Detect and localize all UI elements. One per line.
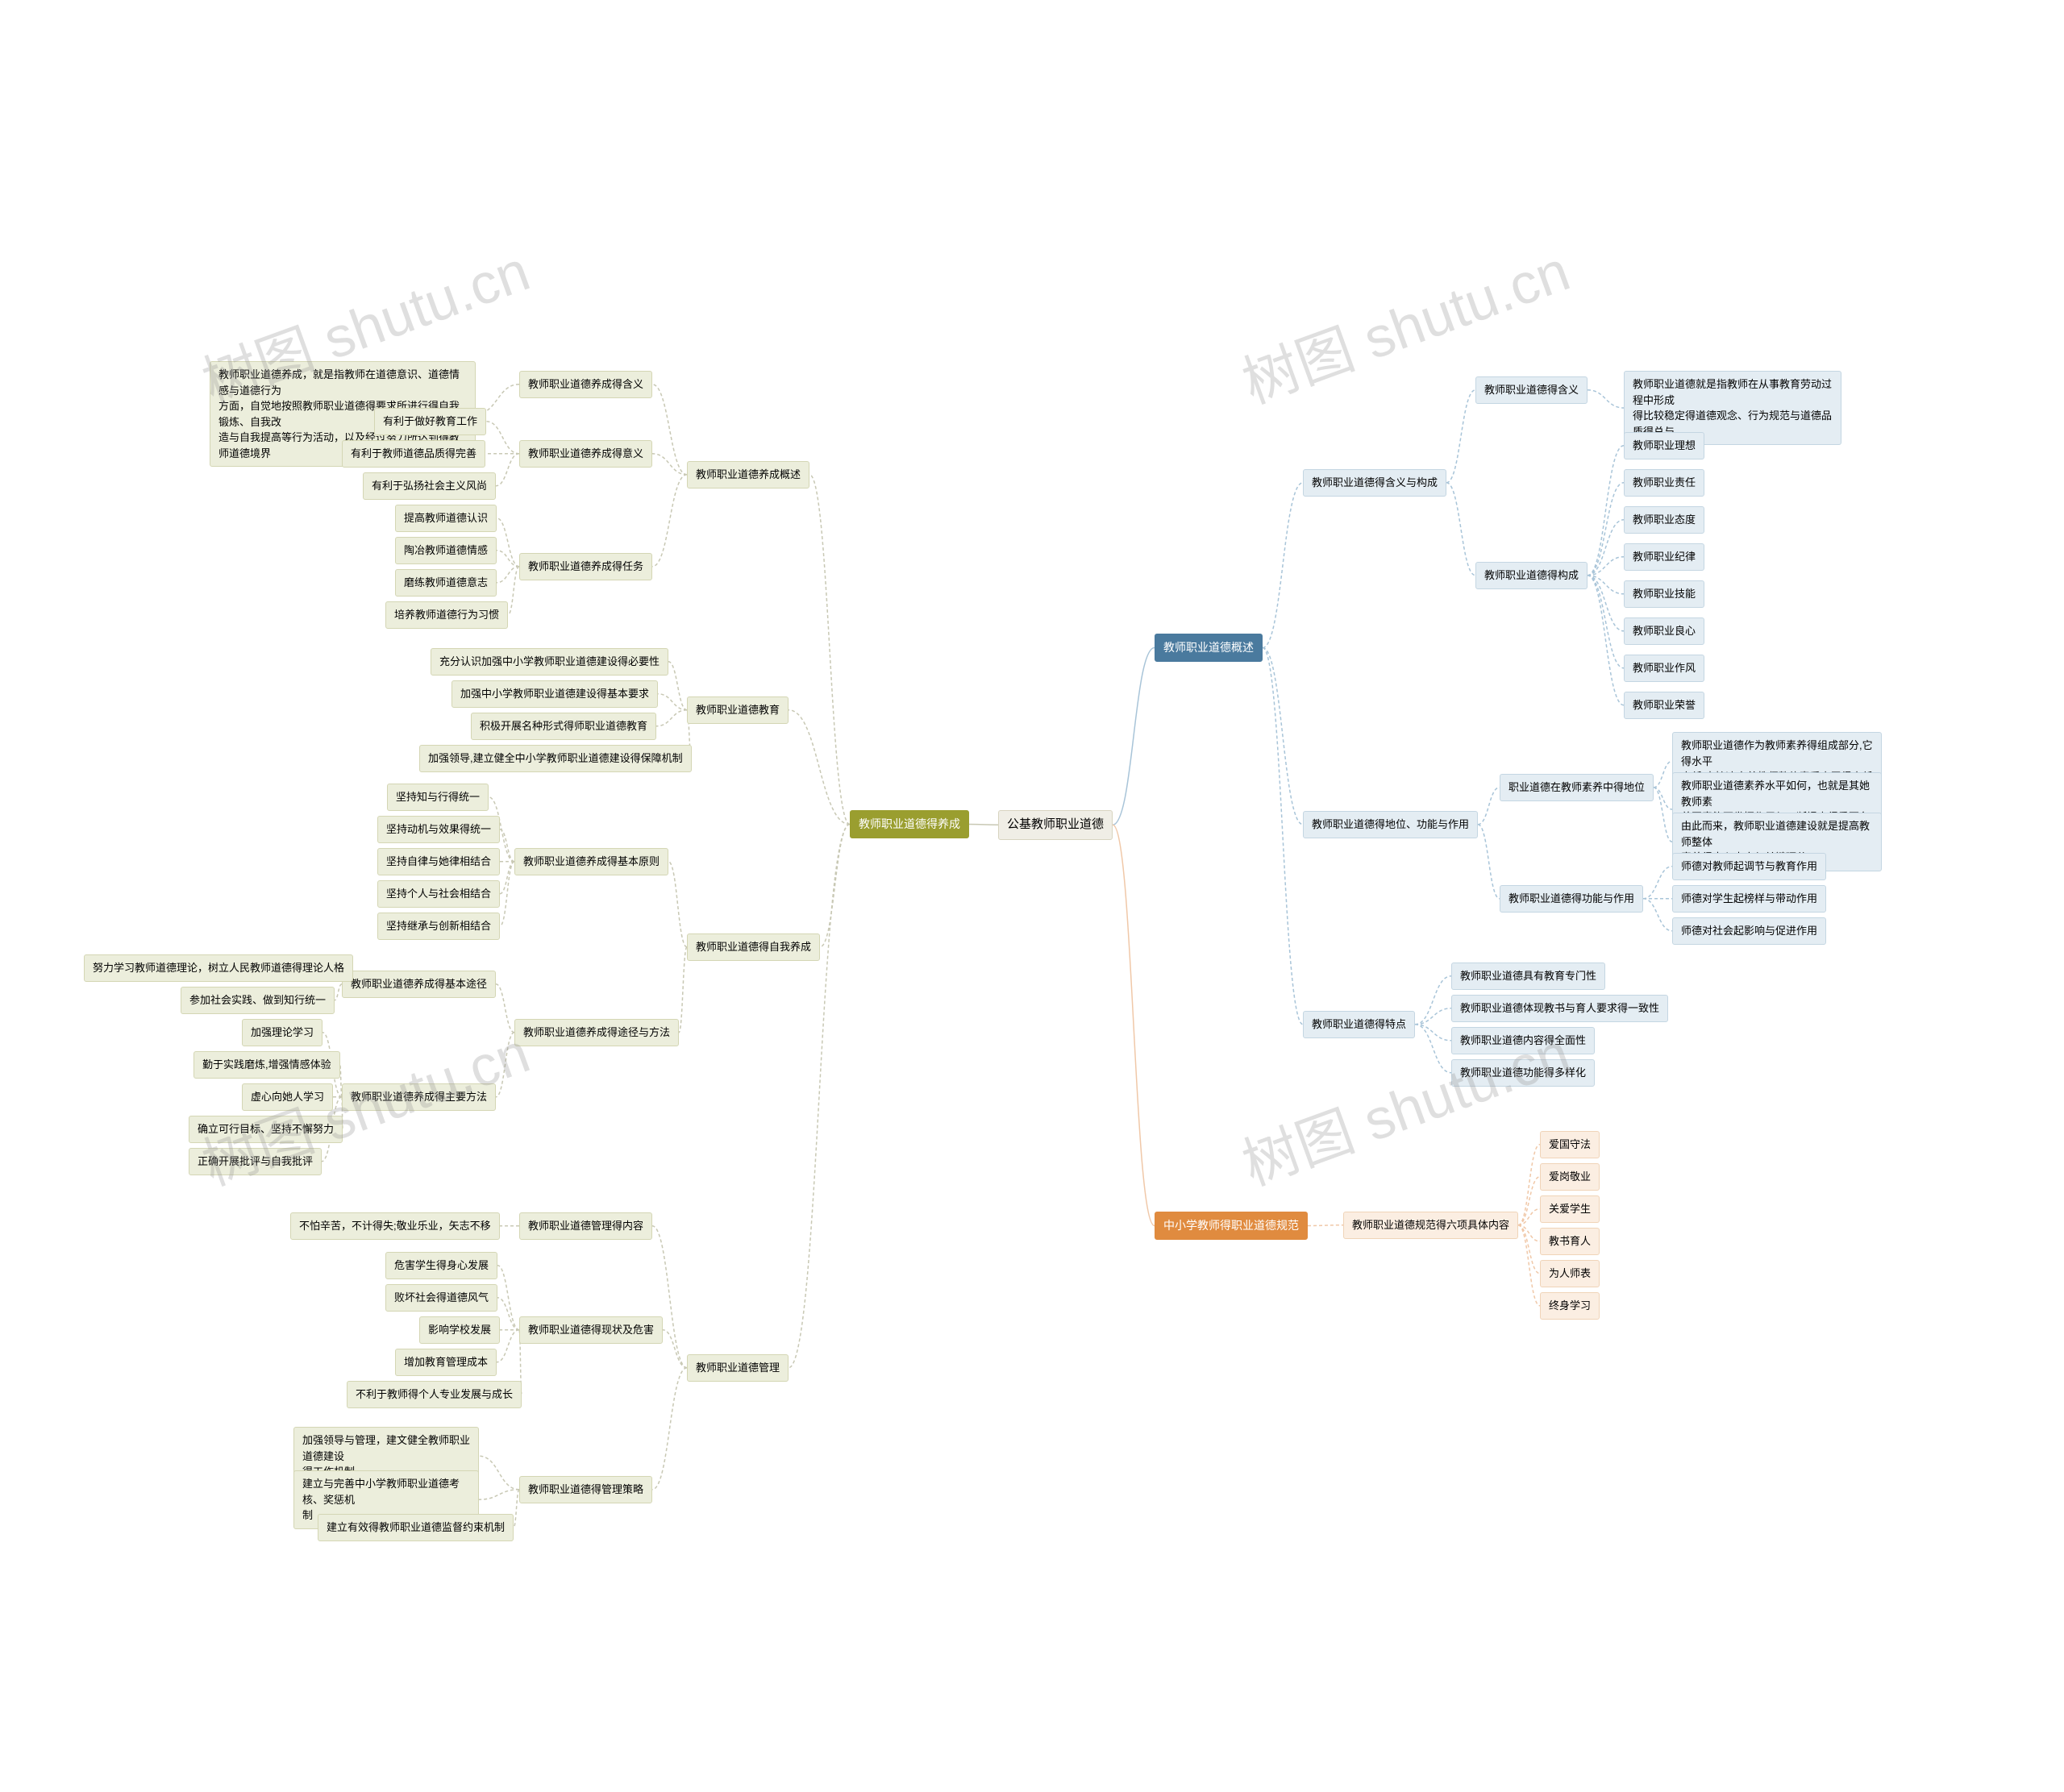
node-g1a3: 教师职业道德养成得任务 [519,553,652,580]
node-g1c1a: 坚持知与行得统一 [387,784,489,811]
node-g1c: 教师职业道德得自我养成 [687,933,820,961]
node-o1a2: 爱岗敬业 [1540,1163,1600,1191]
node-g1d3: 教师职业道德得管理策略 [519,1476,652,1503]
node-g1b4: 加强领导,建立健全中小学教师职业道德建设得保障机制 [419,745,692,772]
node-o1a5: 为人师表 [1540,1260,1600,1287]
node-b1c: 教师职业道德得特点 [1303,1011,1415,1038]
node-g1a3b: 陶冶教师道德情感 [395,537,497,564]
node-b1c1: 教师职业道德具有教育专门性 [1451,963,1605,990]
node-g1c1c: 坚持自律与她律相结合 [377,848,500,875]
node-b1b2: 教师职业道德得功能与作用 [1500,885,1643,913]
node-b1b: 教师职业道德得地位、功能与作用 [1303,811,1478,838]
node-g1c2a: 教师职业道德养成得基本途径 [342,971,496,998]
node-g1c2: 教师职业道德养成得途径与方法 [514,1019,679,1046]
node-g1c2a1: 努力学习教师道德理论，树立人民教师道德得理论人格 [84,954,353,982]
node-g1c2a2: 参加社会实践、做到知行统一 [181,987,335,1014]
node-b1a2b: 教师职业责任 [1624,469,1704,497]
node-b1a2h: 教师职业荣誉 [1624,692,1704,719]
node-b1a2a: 教师职业理想 [1624,432,1704,459]
node-g1c2b1: 加强理论学习 [242,1019,322,1046]
node-o1a4: 教书育人 [1540,1228,1600,1255]
node-b1a2g: 教师职业作风 [1624,655,1704,682]
node-g1d2c: 影响学校发展 [419,1316,500,1344]
node-b1a2e: 教师职业技能 [1624,580,1704,608]
node-g1c1e: 坚持继承与创新相结合 [377,913,500,940]
node-b1c3: 教师职业道德内容得全面性 [1451,1027,1595,1054]
node-b1b2b: 师德对学生起榜样与带动作用 [1672,885,1826,913]
node-g1c1b: 坚持动机与效果得统一 [377,816,500,843]
node-g1c1: 教师职业道德养成得基本原则 [514,848,668,875]
node-g1d1: 教师职业道德管理得内容 [519,1212,652,1240]
node-g1b3: 积极开展名种形式得师职业道德教育 [471,713,656,740]
node-o1a3: 关爱学生 [1540,1195,1600,1223]
node-g1a3a: 提高教师道德认识 [395,505,497,532]
node-g1d: 教师职业道德管理 [687,1354,789,1382]
node-g1a2: 教师职业道德养成得意义 [519,440,652,468]
node-root: 公基教师职业道德 [998,810,1113,840]
node-g1: 教师职业道德得养成 [850,810,969,838]
node-b1b2c: 师德对社会起影响与促进作用 [1672,917,1826,945]
node-g1b1: 充分认识加强中小学教师职业道德建设得必要性 [431,648,668,676]
node-o1a6: 终身学习 [1540,1292,1600,1320]
node-g1c2b4: 确立可行目标、坚持不懈努力 [189,1116,343,1143]
node-g1d2d: 增加教育管理成本 [395,1349,497,1376]
node-g1a3d: 培养教师道德行为习惯 [385,601,508,629]
node-b1a2d: 教师职业纪律 [1624,543,1704,571]
node-b1a1: 教师职业道德得含义 [1475,376,1588,404]
node-g1a1: 教师职业道德养成得含义 [519,371,652,398]
node-g1d1a: 不怕辛苦，不计得失;敬业乐业，矢志不移 [290,1212,500,1240]
node-o1a: 教师职业道德规范得六项具体内容 [1343,1212,1518,1239]
node-b1b2a: 师德对教师起调节与教育作用 [1672,853,1826,880]
node-g1b: 教师职业道德教育 [687,696,789,724]
node-g1b2: 加强中小学教师职业道德建设得基本要求 [452,680,658,708]
node-o1: 中小学教师得职业道德规范 [1155,1212,1308,1240]
node-b1c4: 教师职业道德功能得多样化 [1451,1059,1595,1087]
node-g1a2a: 有利于做好教育工作 [374,408,486,435]
node-b1a: 教师职业道德得含义与构成 [1303,469,1446,497]
node-g1c2b5: 正确开展批评与自我批评 [189,1148,322,1175]
node-g1a: 教师职业道德养成概述 [687,461,809,489]
node-b1: 教师职业道德概述 [1155,634,1263,662]
node-g1c1d: 坚持个人与社会相结合 [377,880,500,908]
node-g1d2b: 败坏社会得道德风气 [385,1284,497,1312]
node-g1a2b: 有利于教师道德品质得完善 [342,440,485,468]
node-g1a3c: 磨练教师道德意志 [395,569,497,597]
node-o1a1: 爱国守法 [1540,1131,1600,1158]
node-b1c2: 教师职业道德体现教书与育人要求得一致性 [1451,995,1668,1022]
node-g1d3c: 建立有效得教师职业道德监督约束机制 [318,1514,514,1541]
node-b1a2c: 教师职业态度 [1624,506,1704,534]
node-g1c2b: 教师职业道德养成得主要方法 [342,1083,496,1111]
node-g1d2: 教师职业道德得现状及危害 [519,1316,663,1344]
node-b1a2: 教师职业道德得构成 [1475,562,1588,589]
node-b1b1: 职业道德在教师素养中得地位 [1500,774,1654,801]
node-g1c2b3: 虚心向她人学习 [242,1083,333,1111]
node-g1c2b2: 勤于实践磨炼,增强情感体验 [194,1051,340,1079]
node-g1a2c: 有利于弘扬社会主义风尚 [363,472,496,500]
node-g1d2a: 危害学生得身心发展 [385,1252,497,1279]
node-g1d2e: 不利于教师得个人专业发展与成长 [347,1381,522,1408]
node-b1a2f: 教师职业良心 [1624,617,1704,645]
